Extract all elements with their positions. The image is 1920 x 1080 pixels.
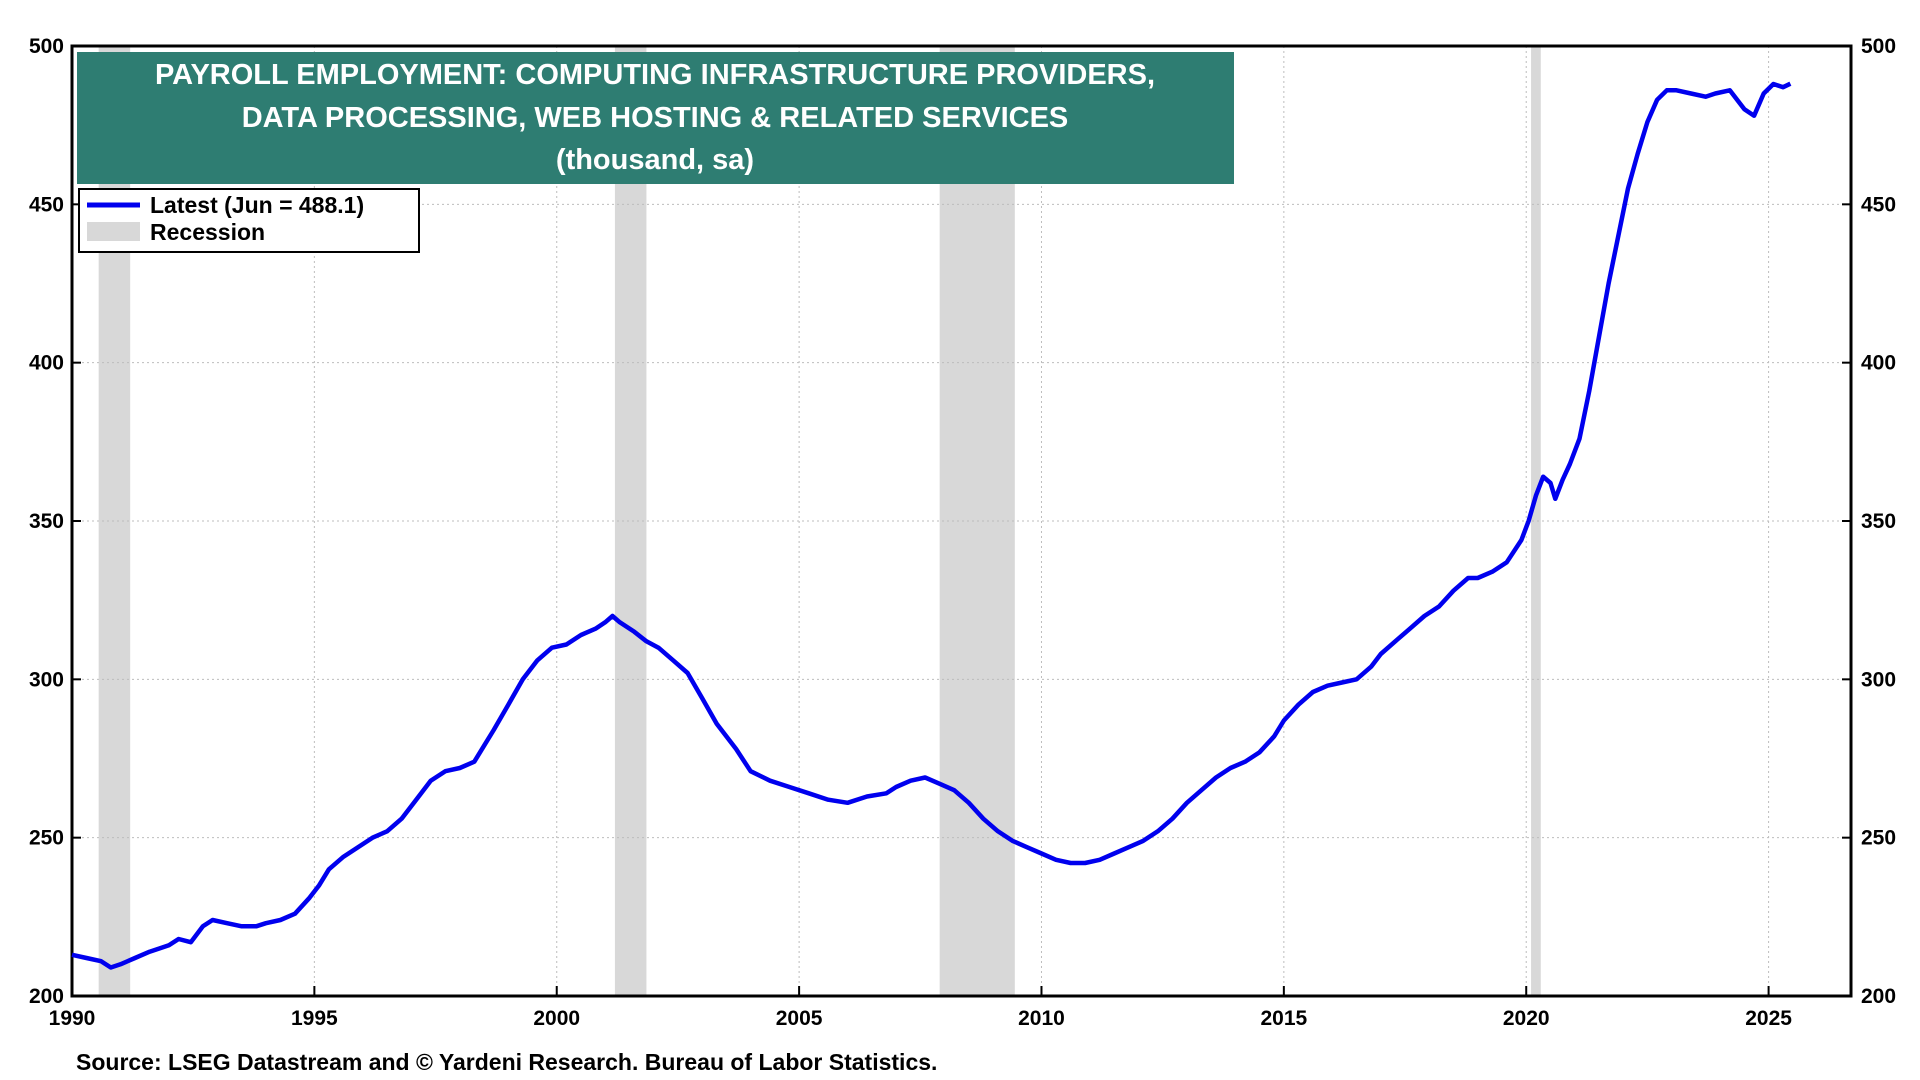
recession-band-1 [614, 46, 647, 996]
legend-label-latest: Latest (Jun = 488.1) [150, 192, 364, 218]
x-tick-label: 2005 [776, 1007, 823, 1030]
x-tick-label: 2010 [1018, 1007, 1065, 1030]
title-line-2: DATA PROCESSING, WEB HOSTING & RELATED S… [242, 102, 1069, 134]
y-tick-label-right: 400 [1861, 352, 1896, 375]
legend: Latest (Jun = 488.1) Recession [78, 188, 420, 253]
source-note: Source: LSEG Datastream and © Yardeni Re… [76, 1049, 937, 1075]
title-box: PAYROLL EMPLOYMENT: COMPUTING INFRASTRUC… [77, 52, 1234, 184]
title-line-1: PAYROLL EMPLOYMENT: COMPUTING INFRASTRUC… [155, 59, 1155, 91]
y-tick-label-right: 250 [1861, 827, 1896, 850]
x-tick-label: 2015 [1260, 1007, 1307, 1030]
x-tick-label: 2025 [1745, 1007, 1792, 1030]
title-line-3: (thousand, sa) [556, 144, 754, 176]
y-tick-label-left: 200 [29, 985, 64, 1008]
x-tick-label: 1990 [49, 1007, 96, 1030]
y-axis-left: 200 250 300 350 400 450 500 [29, 35, 81, 1008]
y-tick-label-right: 450 [1861, 193, 1896, 216]
title-background [77, 52, 1234, 184]
y-tick-label-left: 300 [29, 668, 64, 691]
y-tick-label-left: 450 [29, 193, 64, 216]
y-tick-label-right: 500 [1861, 35, 1896, 58]
x-axis: 1990 1995 2000 2005 2010 2015 2020 2025 [49, 986, 1792, 1030]
x-tick-label: 2020 [1503, 1007, 1550, 1030]
x-tick-label: 2000 [533, 1007, 580, 1030]
y-tick-label-right: 200 [1861, 985, 1896, 1008]
recession-band-3 [1531, 46, 1541, 996]
x-tick-label: 1995 [291, 1007, 338, 1030]
y-tick-label-right: 300 [1861, 668, 1896, 691]
series-line-latest [71, 81, 1792, 970]
y-axis-right: 200 250 300 350 400 450 500 [1842, 35, 1896, 1008]
legend-label-recession: Recession [150, 219, 265, 245]
y-tick-label-left: 350 [29, 510, 64, 533]
y-tick-label-left: 500 [29, 35, 64, 58]
legend-swatch-recession [87, 222, 140, 241]
legend-box [78, 188, 420, 253]
y-tick-label-left: 400 [29, 352, 64, 375]
y-tick-label-left: 250 [29, 827, 64, 850]
y-tick-label-right: 350 [1861, 510, 1896, 533]
